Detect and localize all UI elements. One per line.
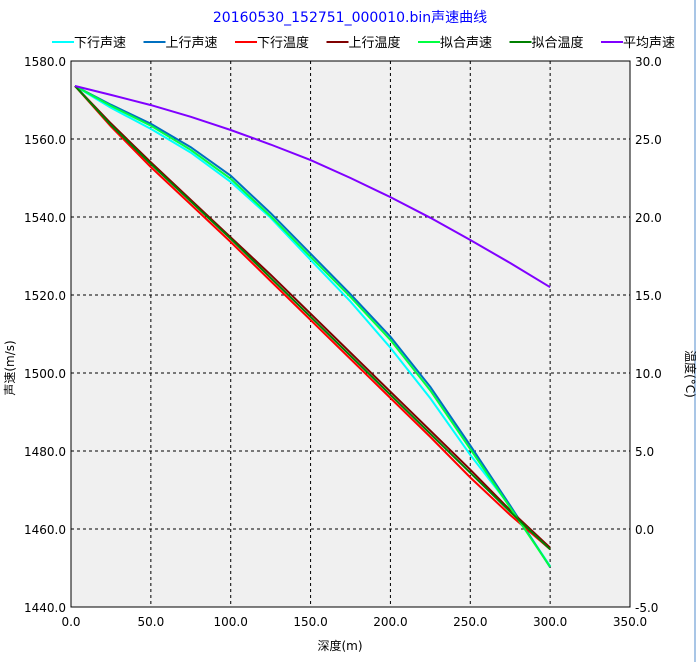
x-tick-label: 150.0 — [293, 615, 327, 629]
series-line-0 — [74, 85, 551, 567]
y-tick-label: 1480.0 — [24, 445, 66, 459]
y-tick-label: 1580.0 — [24, 55, 66, 69]
y2-tick-label: 15.0 — [635, 289, 662, 303]
y2-tick-label: 5.0 — [635, 445, 654, 459]
chart-title: 20160530_152751_000010.bin声速曲线 — [213, 10, 487, 26]
series-line-4 — [74, 85, 551, 568]
y2-axis-label: 温度(°C) — [683, 350, 698, 398]
grid — [71, 61, 630, 607]
x-tick-label: 350.0 — [613, 615, 647, 629]
y-tick-label: 1540.0 — [24, 211, 66, 225]
legend-label: 上行声速 — [166, 36, 218, 51]
y2-tick-label: 0.0 — [635, 523, 654, 537]
x-tick-label: 0.0 — [61, 615, 80, 629]
y-tick-label: 1440.0 — [24, 601, 66, 615]
legend-label: 平均声速 — [623, 36, 675, 51]
legend-label: 拟合温度 — [532, 35, 584, 51]
series-line-6 — [74, 85, 551, 289]
legend-label: 拟合声速 — [440, 36, 492, 51]
legend: 下行声速 上行声速 下行温度 上行温度 拟合声速 拟合温度 平均声速 — [52, 35, 675, 51]
series-line-2 — [74, 85, 551, 551]
y2-tick-label: 10.0 — [635, 367, 662, 381]
y-axis-label: 声速(m/s) — [3, 340, 17, 395]
series-line-3 — [74, 85, 551, 549]
y-tick-label: 1500.0 — [24, 367, 66, 381]
x-tick-label: 250.0 — [453, 615, 487, 629]
series-line-1 — [74, 85, 551, 568]
y2-tick-label: 30.0 — [635, 55, 662, 69]
x-tick-label: 50.0 — [137, 615, 164, 629]
legend-label: 下行温度 — [257, 35, 309, 51]
window-border — [694, 0, 696, 662]
y-tick-label: 1460.0 — [24, 523, 66, 537]
x-tick-label: 100.0 — [214, 615, 248, 629]
y-tick-label: 1520.0 — [24, 289, 66, 303]
legend-label: 上行温度 — [349, 35, 401, 51]
tick-labels: 0.0 50.0 100.0 150.0 200.0 250.0 300.0 350.0 144… — [24, 55, 662, 629]
y-tick-label: 1560.0 — [24, 133, 66, 147]
x-tick-label: 200.0 — [373, 615, 407, 629]
legend-label: 下行声速 — [74, 36, 126, 51]
x-axis-label: 深度(m) — [317, 638, 362, 653]
series-line-5 — [74, 85, 551, 551]
y2-tick-label: 25.0 — [635, 133, 662, 147]
x-tick-label: 300.0 — [533, 615, 567, 629]
plot-area — [70, 60, 631, 608]
y2-tick-label: -5.0 — [635, 601, 658, 615]
series-lines — [74, 85, 551, 568]
y2-tick-label: 20.0 — [635, 211, 662, 225]
